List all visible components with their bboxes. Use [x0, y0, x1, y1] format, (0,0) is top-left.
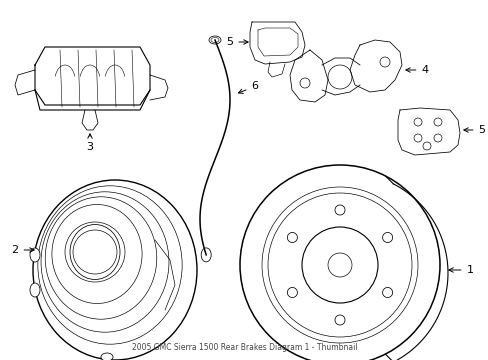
Ellipse shape — [30, 283, 40, 297]
Text: 3: 3 — [86, 134, 93, 152]
Text: 5: 5 — [226, 37, 247, 47]
Text: 5: 5 — [463, 125, 485, 135]
Text: 4: 4 — [405, 65, 427, 75]
Ellipse shape — [201, 248, 211, 262]
Ellipse shape — [101, 353, 113, 360]
Text: 2: 2 — [11, 245, 34, 255]
Text: 1: 1 — [448, 265, 472, 275]
Text: 6: 6 — [238, 81, 258, 93]
Ellipse shape — [208, 36, 221, 44]
Text: 2005 GMC Sierra 1500 Rear Brakes Diagram 1 - Thumbnail: 2005 GMC Sierra 1500 Rear Brakes Diagram… — [131, 343, 357, 352]
Ellipse shape — [30, 248, 40, 262]
